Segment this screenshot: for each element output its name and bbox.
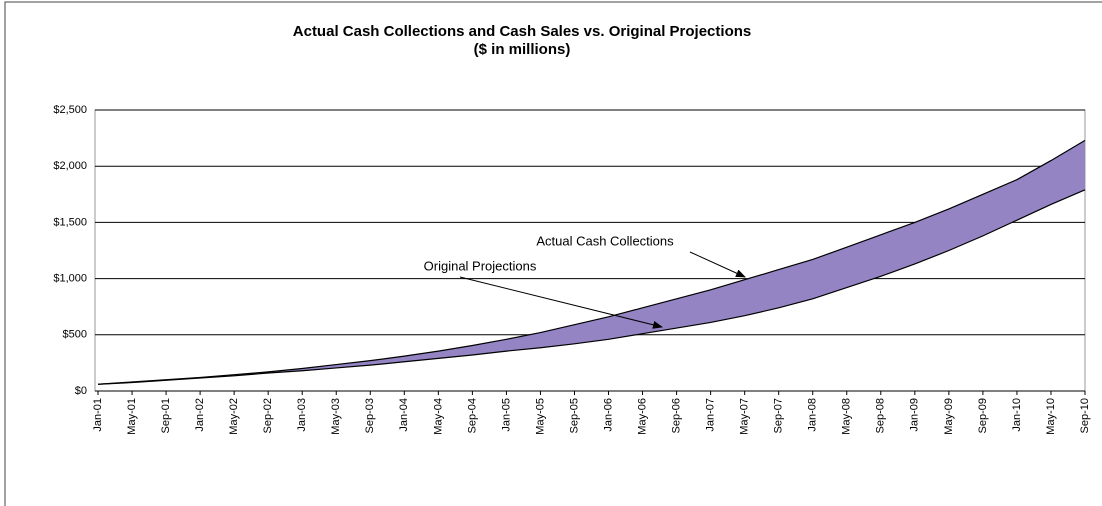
x-tick-label: Jan-09 — [909, 398, 921, 432]
x-tick-label: Sep-06 — [670, 398, 682, 433]
x-tick-label: Jan-07 — [705, 398, 717, 432]
x-tick-label: Jan-05 — [500, 398, 512, 432]
x-tick-label: Sep-03 — [364, 398, 376, 433]
x-tick-label: Jan-08 — [807, 398, 819, 432]
x-tick-label: May-04 — [432, 398, 444, 435]
band-fill — [98, 140, 1085, 385]
x-tick-label: May-07 — [739, 398, 751, 435]
x-tick-label: Jan-02 — [194, 398, 206, 432]
y-tick-label: $1,000 — [53, 273, 87, 285]
x-tick-label: Jan-06 — [602, 398, 614, 432]
x-tick-label: Sep-10 — [1079, 398, 1091, 433]
x-tick-label: Sep-07 — [773, 398, 785, 433]
x-tick-label: Sep-08 — [875, 398, 887, 433]
annotation: Actual Cash Collections — [536, 233, 674, 248]
x-tick-label: Jan-01 — [92, 398, 104, 432]
x-tick-label: May-06 — [636, 398, 648, 435]
annotation: Original Projections — [424, 258, 537, 273]
x-tick-label: May-09 — [943, 398, 955, 435]
chart-title: Actual Cash Collections and Cash Sales v… — [293, 23, 751, 40]
x-tick-label: Sep-01 — [160, 398, 172, 433]
x-tick-label: May-01 — [126, 398, 138, 435]
x-tick-label: May-10 — [1045, 398, 1057, 435]
x-tick-label: Jan-03 — [296, 398, 308, 432]
x-tick-label: May-05 — [534, 398, 546, 435]
chart-subtitle: ($ in millions) — [474, 41, 571, 58]
y-tick-label: $2,000 — [53, 160, 87, 172]
y-tick-label: $2,500 — [53, 104, 87, 116]
x-tick-label: Sep-02 — [262, 398, 274, 433]
series-line — [97, 189, 1086, 385]
frame — [4, 1, 1102, 506]
y-tick-label: $1,500 — [53, 216, 87, 228]
x-tick-label: Jan-04 — [398, 398, 410, 432]
x-tick-label: May-02 — [228, 398, 240, 435]
annotation-arrow — [689, 251, 746, 278]
annotation-arrow — [459, 276, 663, 329]
y-tick-label: $500 — [63, 329, 87, 341]
x-tick-label: Sep-09 — [977, 398, 989, 433]
series-line — [97, 139, 1086, 385]
y-tick-label: $0 — [75, 385, 87, 397]
x-tick-label: Jan-10 — [1011, 398, 1023, 432]
x-tick-label: May-08 — [841, 398, 853, 435]
x-tick-label: Sep-04 — [466, 398, 478, 433]
x-tick-label: May-03 — [330, 398, 342, 435]
x-tick-label: Sep-05 — [568, 398, 580, 433]
